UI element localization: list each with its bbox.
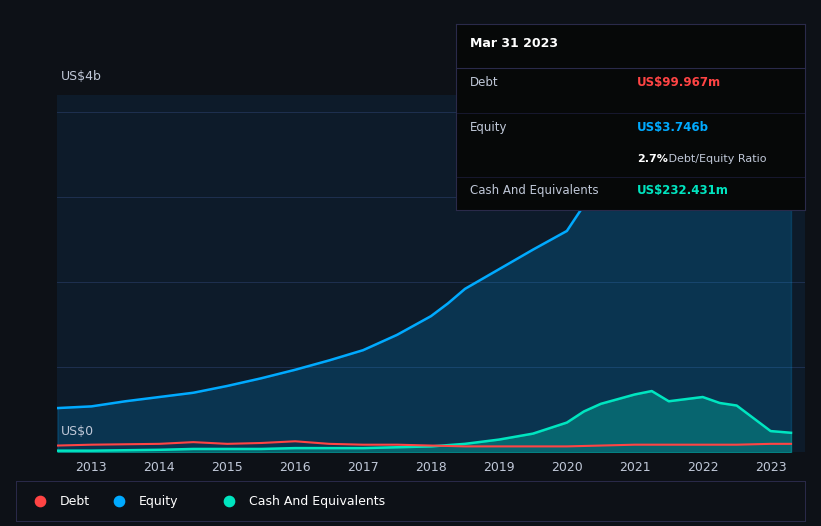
- Text: Mar 31 2023: Mar 31 2023: [470, 37, 557, 50]
- Text: Debt: Debt: [470, 76, 498, 89]
- Text: US$232.431m: US$232.431m: [637, 184, 729, 197]
- Text: US$4b: US$4b: [62, 69, 102, 83]
- Point: [619, 318, 632, 326]
- Text: Debt: Debt: [60, 494, 89, 508]
- Text: US$99.967m: US$99.967m: [637, 76, 721, 89]
- Text: Debt/Equity Ratio: Debt/Equity Ratio: [665, 155, 767, 165]
- Text: 2.7%: 2.7%: [637, 155, 668, 165]
- Text: Equity: Equity: [470, 121, 507, 134]
- Text: Cash And Equivalents: Cash And Equivalents: [470, 184, 599, 197]
- Text: US$3.746b: US$3.746b: [637, 121, 709, 134]
- Text: Equity: Equity: [139, 494, 178, 508]
- Text: Cash And Equivalents: Cash And Equivalents: [249, 494, 385, 508]
- Text: US$0: US$0: [62, 425, 94, 438]
